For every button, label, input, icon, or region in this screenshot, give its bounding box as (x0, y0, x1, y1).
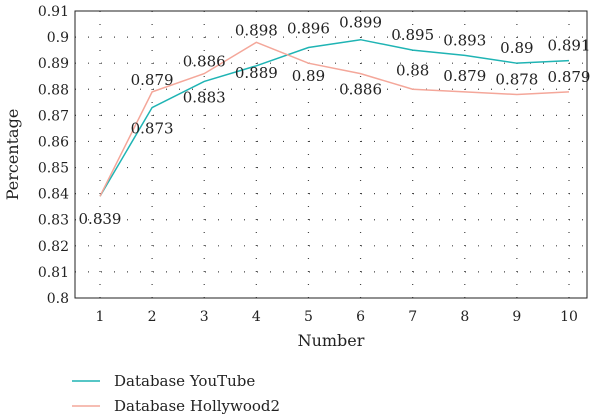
data-label: 0.898 (235, 21, 278, 39)
x-tick-label: 6 (356, 309, 365, 325)
data-label: 0.891 (548, 37, 591, 55)
x-tick-label: 3 (200, 309, 209, 325)
x-tick-label: 1 (96, 309, 105, 325)
x-tick-label: 8 (460, 309, 469, 325)
series-line-1 (99, 38, 570, 197)
y-tick-label: 0.83 (38, 213, 69, 229)
data-label: 0.879 (131, 71, 174, 89)
x-tick-label: 2 (148, 309, 157, 325)
x-tick-label: 7 (408, 309, 417, 325)
data-label: 0.89 (292, 67, 325, 85)
y-tick-label: 0.89 (38, 56, 69, 72)
y-tick-label: 0.9 (47, 30, 69, 46)
data-labels: 0.839 0.873 0.883 0.889 0.896 0.899 0.895 0.893… (79, 14, 591, 229)
y-tick-label: 0.82 (38, 239, 69, 255)
data-label: 0.895 (391, 26, 434, 44)
data-label: 0.899 (339, 14, 382, 32)
data-label: 0.893 (443, 31, 486, 49)
data-label: 0.889 (235, 64, 278, 82)
data-label: 0.839 (79, 210, 122, 228)
data-label: 0.886 (339, 81, 382, 99)
x-axis: 1 2 3 4 5 6 7 8 9 10 (96, 309, 578, 325)
x-tick-label: 4 (252, 309, 261, 325)
y-tick-label: 0.85 (38, 161, 69, 177)
x-tick-label: 5 (304, 309, 313, 325)
data-label: 0.89 (500, 39, 533, 57)
y-tick-label: 0.86 (38, 134, 69, 150)
legend-entry-2: Database Hollywood2 (114, 397, 280, 415)
y-tick-label: 0.91 (38, 4, 69, 20)
grid (75, 11, 587, 298)
y-tick-label: 0.88 (38, 82, 69, 98)
y-tick-label: 0.87 (38, 108, 69, 124)
data-label: 0.879 (443, 67, 486, 85)
data-label: 0.878 (495, 70, 538, 88)
data-label: 0.873 (131, 120, 174, 138)
x-tick-label: 9 (512, 309, 521, 325)
legend: Database YouTube Database Hollywood2 (72, 372, 280, 415)
data-label: 0.883 (183, 88, 226, 106)
x-tick-label: 10 (560, 309, 578, 325)
y-tick-label: 0.84 (38, 187, 69, 203)
plot-frame (74, 10, 588, 299)
series-lines (99, 38, 570, 197)
y-axis-label: Percentage (3, 109, 22, 201)
data-label: 0.88 (396, 61, 429, 79)
y-tick-label: 0.8 (47, 291, 69, 307)
data-label: 0.879 (548, 68, 591, 86)
series-line-2 (99, 41, 570, 197)
legend-entry-1: Database YouTube (114, 372, 255, 390)
data-label: 0.886 (183, 53, 226, 71)
y-tick-label: 0.81 (38, 265, 69, 281)
x-axis-label: Number (298, 331, 365, 350)
y-axis: 0.8 0.81 0.82 0.83 0.84 0.85 0.86 0.87 0.88 0.89 0… (38, 4, 69, 307)
data-label: 0.896 (287, 20, 330, 38)
